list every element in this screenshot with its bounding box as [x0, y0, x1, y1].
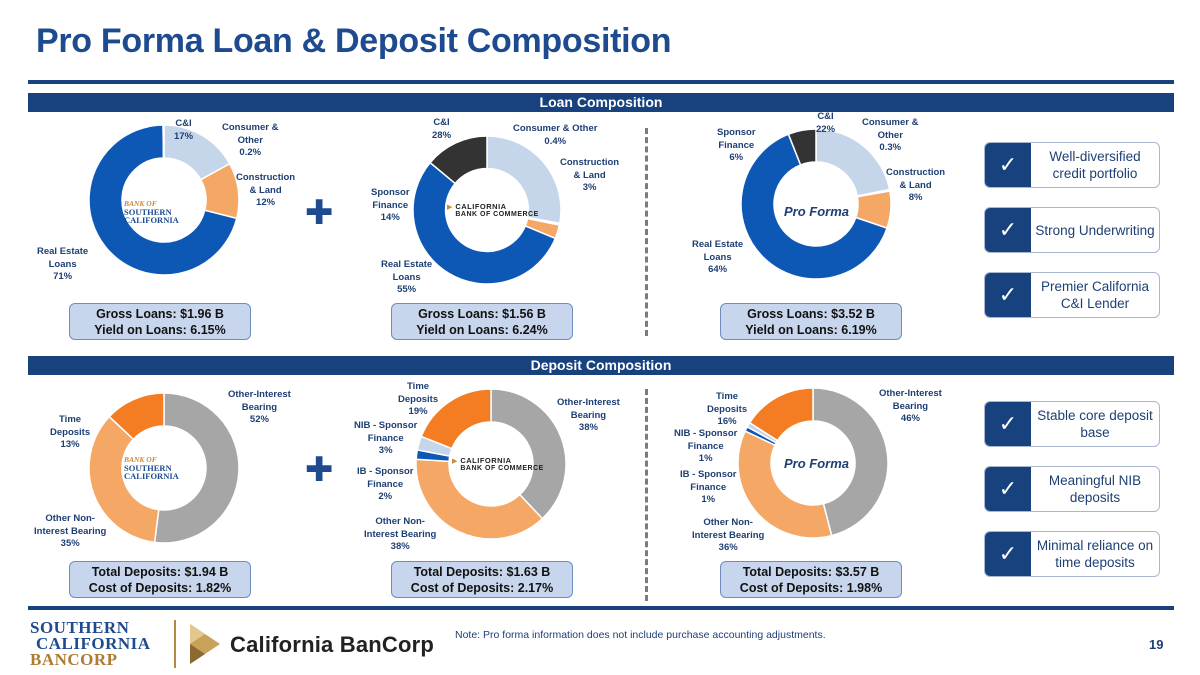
title-rule — [28, 80, 1174, 84]
footer-separator — [174, 620, 176, 668]
dep2-label-onib: Other Non- Interest Bearing 38% — [364, 516, 437, 552]
feature-core-deposits: ✓ Stable core deposit base — [984, 401, 1160, 447]
donut-slice-consumer-other — [162, 124, 165, 159]
pro-forma-label: Pro Forma — [784, 204, 850, 219]
donut-slice-other-non-interest-bearing — [737, 430, 833, 539]
dep1-label-onib: Other Non- Interest Bearing 35% — [34, 513, 107, 549]
check-icon: ✓ — [985, 208, 1031, 252]
deposit-divider — [645, 389, 648, 601]
loan-section-header: Loan Composition — [28, 93, 1174, 112]
loan2-label-construction: Construction & Land 3% — [560, 157, 620, 193]
bsc-mini-logo: BANK OF SOUTHERN CALIFORNIA — [124, 199, 179, 225]
feature-time-deposits: ✓ Minimal reliance on time deposits — [984, 531, 1160, 577]
bsc-mini-logo-2: BANK OF SOUTHERN CALIFORNIA — [124, 455, 179, 481]
footer-rule — [28, 606, 1174, 610]
page-number: 19 — [1149, 637, 1164, 652]
deposit-summary-bsc: Total Deposits: $1.94 B Cost of Deposits:… — [69, 561, 251, 598]
check-icon: ✓ — [985, 532, 1031, 576]
feature-nib-deposits: ✓ Meaningful NIB deposits — [984, 466, 1160, 512]
donut-slice-real-estate-loans — [740, 133, 888, 280]
donut-slice-time-deposits — [420, 388, 492, 450]
feature-underwriting: ✓ Strong Underwriting — [984, 207, 1160, 253]
donut-slice-time-deposits — [748, 387, 814, 442]
donut-slice-real-estate-loans — [88, 124, 238, 276]
loan-summary-bsc: Gross Loans: $1.96 B Yield on Loans: 6.15… — [69, 303, 251, 340]
loan3-label-sponsor: Sponsor Finance 6% — [717, 127, 756, 163]
dep3-label-oib: Other-Interest Bearing 46% — [879, 388, 942, 424]
deposit-donut-cbc — [415, 388, 567, 540]
donut-slice-c-i — [486, 135, 562, 225]
deposit-donut-bsc — [88, 392, 240, 544]
loan3-label-ci: C&I 22% — [816, 111, 836, 135]
dep1-label-time: Time Deposits 13% — [50, 414, 91, 450]
southern-california-bancorp-logo: SOUTHERN CALIFORNIA BANCORP — [30, 618, 151, 669]
loan-divider — [645, 128, 648, 336]
loan-summary-cbc: Gross Loans: $1.56 B Yield on Loans: 6.24… — [391, 303, 573, 340]
donut-slice-other-interest-bearing — [812, 387, 889, 537]
plus-icon-2: ✚ — [305, 451, 334, 489]
loan3-label-real-estate: Real Estate Loans 64% — [692, 239, 744, 275]
loan3-label-construction: Construction & Land 8% — [886, 167, 946, 203]
dep3-label-onib: Other Non- Interest Bearing 36% — [692, 517, 765, 553]
loan2-label-ci: C&I 28% — [432, 117, 452, 141]
dep2-label-oib: Other-Interest Bearing 38% — [557, 397, 620, 433]
loan3-label-consumer: Consumer & Other 0.3% — [862, 117, 919, 153]
loan-summary-pro-forma: Gross Loans: $3.52 B Yield on Loans: 6.19… — [720, 303, 902, 340]
loan-donut-pro-forma — [740, 128, 892, 280]
loan2-label-real-estate: Real Estate Loans 55% — [381, 259, 433, 295]
california-bancorp-logo: California BanCorp — [230, 632, 435, 657]
donut-slice-other-non-interest-bearing — [88, 415, 160, 544]
donut-slice-real-estate-loans — [412, 161, 557, 285]
pro-forma-label-2: Pro Forma — [784, 456, 850, 471]
feature-ci-lender: ✓ Premier California C&I Lender — [984, 272, 1160, 318]
donut-slice-sponsor-finance — [787, 128, 817, 166]
california-bancorp-mark-icon — [190, 624, 220, 664]
deposit-section-header: Deposit Composition — [28, 356, 1174, 375]
dep3-label-ib: IB - Sponsor Finance 1% — [680, 469, 737, 505]
cbc-mini-logo-2: ▶ CALIFORNIA▶ BANK OF COMMERCE — [452, 456, 544, 472]
loan-donut-bsc — [88, 124, 240, 276]
loan2-label-sponsor: Sponsor Finance 14% — [371, 187, 410, 223]
dep3-label-time: Time Deposits 16% — [707, 391, 748, 427]
donut-slice-other-interest-bearing — [153, 392, 240, 544]
loan2-label-consumer: Consumer & Other 0.4% — [513, 123, 598, 147]
dep1-label-oib: Other-Interest Bearing 52% — [228, 389, 291, 425]
dep3-label-nib: NIB - Sponsor Finance 1% — [674, 428, 738, 464]
deposit-donut-pro-forma — [737, 387, 889, 539]
deposit-summary-cbc: Total Deposits: $1.63 B Cost of Deposits:… — [391, 561, 573, 598]
check-icon: ✓ — [985, 402, 1031, 446]
donut-slice-time-deposits — [108, 392, 165, 441]
page-title: Pro Forma Loan & Deposit Composition — [36, 22, 672, 60]
donut-slice-other-interest-bearing — [490, 388, 567, 520]
donut-slice-other-non-interest-bearing — [415, 458, 544, 540]
loan1-label-ci: C&I 17% — [174, 118, 194, 142]
dep2-label-ib: IB - Sponsor Finance 2% — [357, 466, 414, 502]
deposit-summary-pro-forma: Total Deposits: $3.57 B Cost of Deposits:… — [720, 561, 902, 598]
loan-donut-cbc — [412, 135, 562, 285]
plus-icon: ✚ — [305, 194, 334, 232]
donut-slice-sponsor-finance — [429, 135, 488, 185]
check-icon: ✓ — [985, 143, 1031, 187]
check-icon: ✓ — [985, 273, 1031, 317]
footnote: Note: Pro forma information does not inc… — [455, 629, 826, 641]
cbc-mini-logo: ▶ CALIFORNIA▶ BANK OF COMMERCE — [447, 202, 539, 218]
dep2-label-time: Time Deposits 19% — [398, 381, 439, 417]
feature-diversified: ✓ Well-diversified credit portfolio — [984, 142, 1160, 188]
check-icon: ✓ — [985, 467, 1031, 511]
dep2-label-nib: NIB - Sponsor Finance 3% — [354, 420, 418, 456]
loan1-label-consumer: Consumer & Other 0.2% — [222, 122, 279, 158]
loan1-label-real-estate: Real Estate Loans 71% — [37, 246, 89, 282]
loan1-label-construction: Construction & Land 12% — [236, 172, 296, 208]
